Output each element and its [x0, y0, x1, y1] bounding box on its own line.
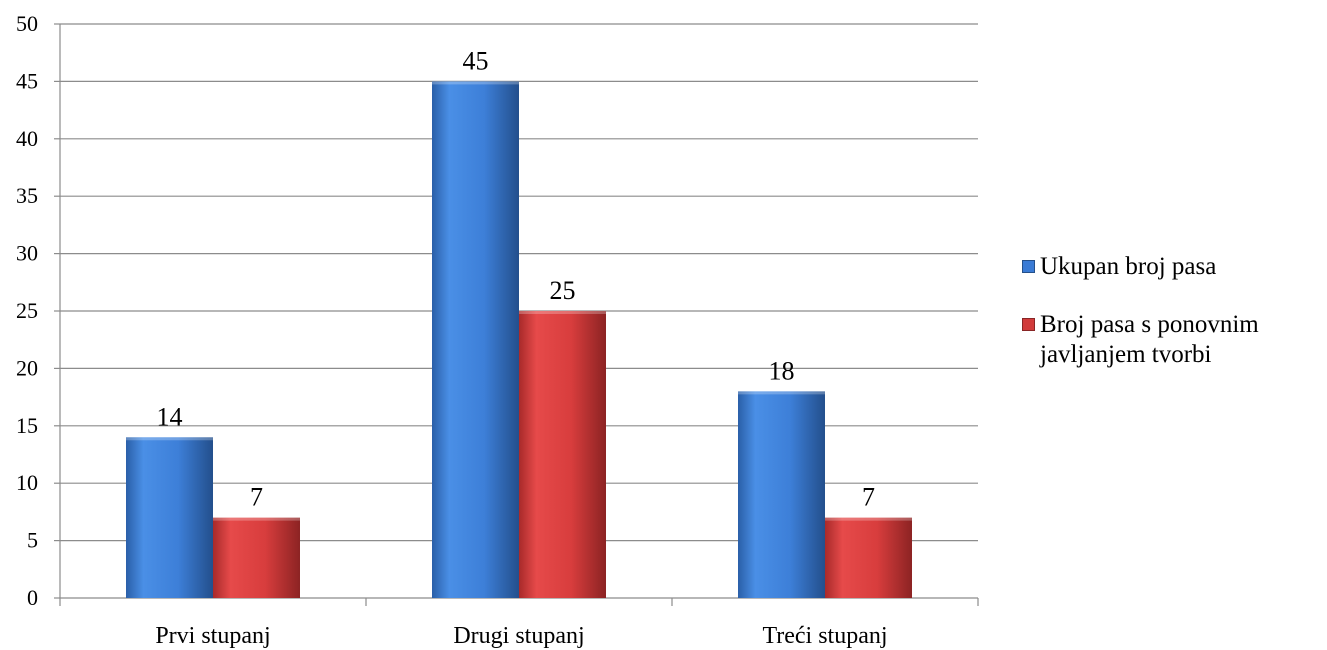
bar-series-0 — [126, 437, 213, 598]
bar-highlight — [519, 311, 606, 314]
data-label: 18 — [769, 356, 795, 385]
y-tick-label: 20 — [16, 355, 38, 380]
y-tick-label: 0 — [27, 585, 38, 610]
legend-item-series-1: Broj pasa s ponovnim javljanjem tvorbi — [1022, 310, 1322, 370]
bar-series-0 — [432, 81, 519, 598]
x-category-label: Prvi stupanj — [155, 623, 270, 649]
bar-series-1 — [519, 311, 606, 598]
legend-swatch-series-0 — [1022, 260, 1035, 273]
bar-highlight — [432, 81, 519, 85]
data-label: 25 — [550, 276, 576, 305]
data-label: 7 — [862, 483, 875, 512]
legend-label-series-0: Ukupan broj pasa — [1040, 253, 1217, 280]
bar-series-0 — [738, 391, 825, 598]
bar-highlight — [126, 437, 213, 441]
y-tick-label: 40 — [16, 126, 38, 151]
bar-highlight — [213, 517, 300, 521]
x-category-label: Treći stupanj — [762, 623, 887, 649]
x-category-label: Drugi stupanj — [453, 623, 584, 649]
data-label: 7 — [250, 483, 263, 512]
legend-label-series-1: Broj pasa s ponovnim javljanjem tvorbi — [1040, 311, 1259, 368]
y-tick-label: 15 — [16, 413, 38, 438]
bar-highlight — [825, 517, 912, 521]
data-label: 45 — [463, 46, 489, 75]
bar-series-1 — [825, 517, 912, 598]
labels: 0 5 10 15 20 25 30 35 40 45 50 14 7 Prvi stupanj 45 25 D… — [16, 11, 888, 649]
legend: Ukupan broj pasa Broj pasa s ponovnim ja… — [1022, 252, 1322, 398]
y-tick-label: 5 — [27, 528, 38, 553]
y-tick-label: 45 — [16, 68, 38, 93]
legend-swatch-series-1 — [1022, 318, 1035, 331]
bar-highlight — [738, 391, 825, 395]
y-tick-label: 25 — [16, 298, 38, 323]
y-tick-label: 10 — [16, 470, 38, 495]
bars — [126, 81, 912, 598]
bar-series-1 — [213, 517, 300, 598]
y-tick-label: 35 — [16, 183, 38, 208]
y-tick-label: 50 — [16, 11, 38, 36]
legend-item-series-0: Ukupan broj pasa — [1022, 252, 1322, 282]
data-label: 14 — [157, 402, 183, 431]
y-tick-label: 30 — [16, 241, 38, 266]
